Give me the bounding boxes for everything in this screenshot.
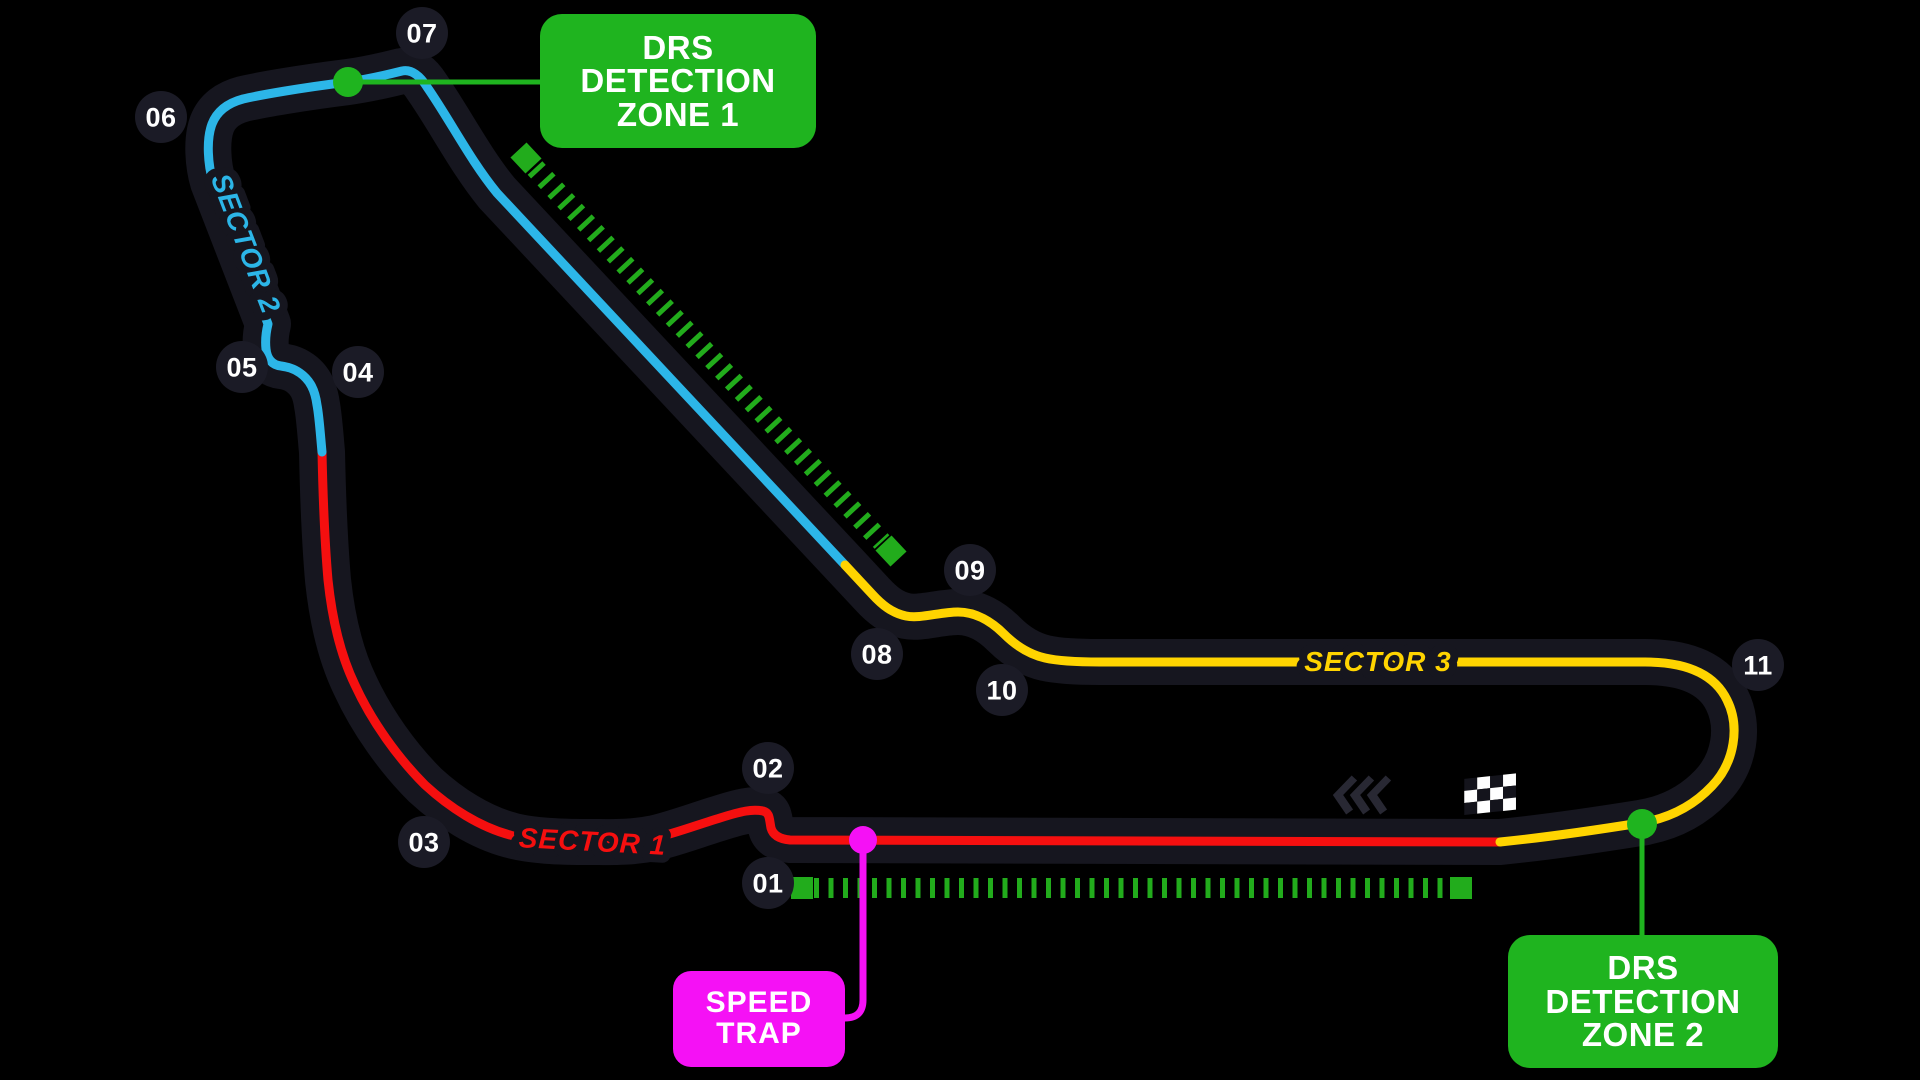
turn-number: 11 [1743, 651, 1773, 681]
drs-detection-point-1-dot [333, 67, 363, 97]
turn-badge-07: 07 [396, 7, 448, 59]
checkered-flag-icon [1464, 773, 1516, 816]
flag-cell [1490, 774, 1504, 789]
turn-number: 08 [861, 640, 892, 670]
drs-detection-point-2-dot [1627, 809, 1657, 839]
sector-3-label: SECTOR 3 [1304, 646, 1452, 677]
track-outline [185, 47, 1757, 866]
turn-number: 10 [986, 676, 1017, 706]
drs-zone-1-dashes [527, 161, 890, 549]
badge-circle [742, 742, 794, 794]
callout-line: DETECTION [580, 62, 776, 100]
turn-number: 02 [752, 754, 783, 784]
turn-badge-10: 10 [976, 664, 1028, 716]
badge-circle [944, 544, 996, 596]
turn-number: 05 [226, 353, 257, 383]
flag-cell [1464, 777, 1478, 791]
sector-3-line [840, 560, 1739, 847]
speed-trap-point-dot [849, 826, 877, 854]
badge-circle [135, 91, 187, 143]
turn-number: 09 [954, 556, 985, 586]
flag-cell [1503, 797, 1516, 811]
turn-badge-06: 06 [135, 91, 187, 143]
sector-1-line [317, 447, 1505, 847]
callout-line: DRS [1607, 949, 1679, 987]
turn-badge-08: 08 [851, 628, 903, 680]
badge-circle [1732, 639, 1784, 691]
turn-badge-04: 04 [332, 346, 384, 398]
callout-line: TRAP [716, 1017, 802, 1050]
drs-zone-2-start-square [791, 877, 813, 899]
badge-circle [332, 346, 384, 398]
turn-badge-02: 02 [742, 742, 794, 794]
drs-zone-1-end-square [875, 535, 907, 567]
drs-zone-2-strip [791, 877, 1472, 899]
left-chevrons-icon [1332, 775, 1392, 815]
turn-number: 01 [752, 869, 783, 899]
sector-2-line [203, 66, 850, 570]
callout-line: SPEED [705, 986, 813, 1020]
flag-cell [1490, 786, 1504, 801]
speed-trap-connector-line [841, 841, 867, 1022]
drs-detection-zone-2-callout: DRS DETECTION ZONE 2 [1508, 935, 1778, 1068]
flag-cell [1477, 788, 1491, 802]
callout-line: DETECTION [1545, 982, 1741, 1020]
turn-number: 07 [406, 19, 437, 49]
speed-trap-callout: SPEED TRAP [673, 971, 845, 1067]
badge-circle [216, 341, 268, 393]
callout-line: ZONE 2 [1581, 1016, 1705, 1054]
callout-line: DRS [642, 28, 714, 66]
turn-badge-09: 09 [944, 544, 996, 596]
flag-cell [1477, 800, 1491, 814]
turn-badge-05: 05 [216, 341, 268, 393]
turn-number: 03 [408, 828, 439, 858]
badge-circle [396, 7, 448, 59]
drs-detection-zone-1-callout: DRS DETECTION ZONE 1 [540, 14, 816, 148]
turn-badge-01: 01 [742, 857, 794, 909]
drs-zone-2-end-square [1450, 877, 1472, 899]
flag-cell [1503, 785, 1516, 799]
flag-cell [1464, 801, 1478, 816]
turn-badge-03: 03 [398, 816, 450, 868]
badge-circle [851, 628, 903, 680]
turn-number: 06 [145, 103, 176, 133]
flag-cell [1490, 798, 1504, 813]
turn-badge-11: 11 [1732, 639, 1784, 691]
drs-zone-1-start-square [510, 142, 542, 174]
flag-cell [1464, 789, 1478, 803]
flag-cell [1477, 776, 1491, 790]
callout-line: ZONE 1 [616, 95, 740, 133]
badge-circle [742, 857, 794, 909]
turn-number: 04 [342, 358, 373, 388]
badge-circle [976, 664, 1028, 716]
flag-cell [1503, 773, 1516, 787]
drs-zone-1-strip [510, 142, 907, 567]
badge-circle [398, 816, 450, 868]
